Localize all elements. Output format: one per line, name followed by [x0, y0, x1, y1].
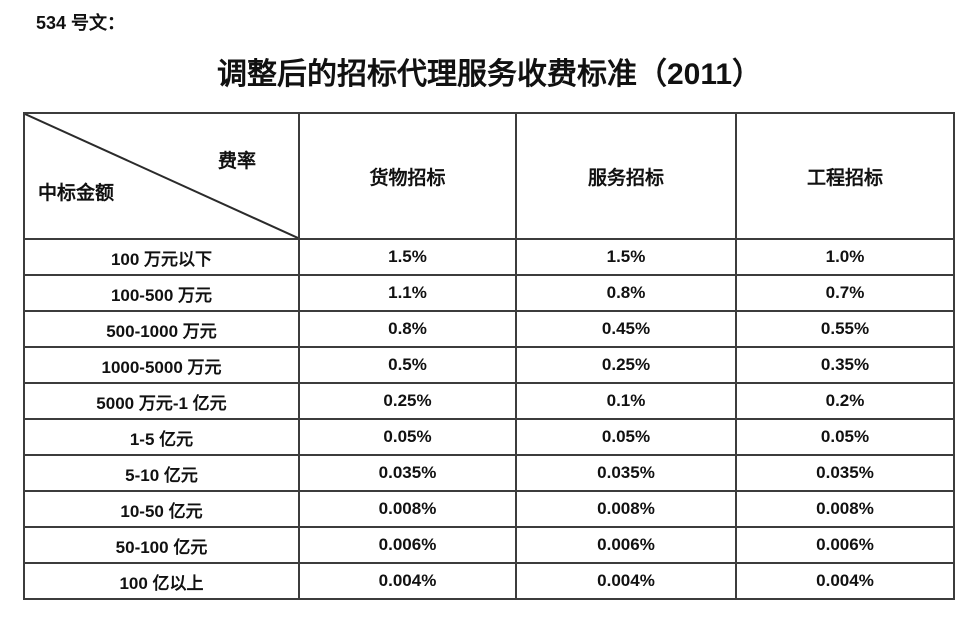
column-header-works: 工程招标: [735, 112, 955, 240]
rate-cell: 0.006%: [735, 526, 955, 564]
rate-cell: 0.035%: [298, 454, 517, 492]
table-row: 100 万元以下 1.5% 1.5% 1.0%: [23, 238, 955, 276]
table-row: 1-5 亿元 0.05% 0.05% 0.05%: [23, 418, 955, 456]
rate-cell: 0.008%: [515, 490, 737, 528]
amount-range-cell: 5000 万元-1 亿元: [23, 382, 300, 420]
rate-cell: 0.006%: [298, 526, 517, 564]
corner-label-amount: 中标金额: [38, 183, 115, 204]
table-row: 100 亿以上 0.004% 0.004% 0.004%: [23, 562, 955, 600]
rate-cell: 0.25%: [298, 382, 517, 420]
fee-table: 费率 中标金额 货物招标 服务招标 工程招标 100 万元以下 1.5% 1.5…: [23, 112, 955, 600]
table-row: 5000 万元-1 亿元 0.25% 0.1% 0.2%: [23, 382, 955, 420]
table-row: 5-10 亿元 0.035% 0.035% 0.035%: [23, 454, 955, 492]
amount-range-cell: 50-100 亿元: [23, 526, 300, 564]
corner-label-rate: 费率: [217, 151, 256, 172]
rate-cell: 1.5%: [298, 238, 517, 276]
rate-cell: 0.45%: [515, 310, 737, 348]
table-row: 10-50 亿元 0.008% 0.008% 0.008%: [23, 490, 955, 528]
rate-cell: 0.5%: [298, 346, 517, 384]
rate-cell: 0.004%: [735, 562, 955, 600]
rate-cell: 0.8%: [515, 274, 737, 312]
rate-cell: 1.0%: [735, 238, 955, 276]
table-row: 1000-5000 万元 0.5% 0.25% 0.35%: [23, 346, 955, 384]
column-header-service: 服务招标: [515, 112, 737, 240]
diagonal-divider-line: [25, 114, 298, 238]
rate-cell: 0.2%: [735, 382, 955, 420]
amount-range-cell: 10-50 亿元: [23, 490, 300, 528]
rate-cell: 0.55%: [735, 310, 955, 348]
rate-cell: 0.8%: [298, 310, 517, 348]
rate-cell: 0.35%: [735, 346, 955, 384]
rate-cell: 0.25%: [515, 346, 737, 384]
amount-range-cell: 100-500 万元: [23, 274, 300, 312]
table-row: 100-500 万元 1.1% 0.8% 0.7%: [23, 274, 955, 312]
rate-cell: 0.008%: [735, 490, 955, 528]
rate-cell: 0.05%: [515, 418, 737, 456]
amount-range-cell: 1-5 亿元: [23, 418, 300, 456]
table-row: 500-1000 万元 0.8% 0.45% 0.55%: [23, 310, 955, 348]
rate-cell: 0.035%: [735, 454, 955, 492]
rate-cell: 0.05%: [298, 418, 517, 456]
rate-cell: 1.1%: [298, 274, 517, 312]
amount-range-cell: 100 亿以上: [23, 562, 300, 600]
diagonal-header-cell: 费率 中标金额: [23, 112, 300, 240]
table-header-row: 费率 中标金额 货物招标 服务招标 工程招标: [23, 112, 955, 240]
rate-cell: 0.004%: [298, 562, 517, 600]
rate-cell: 0.05%: [735, 418, 955, 456]
doc-number-label: 534 号文：: [36, 13, 126, 33]
column-header-goods: 货物招标: [298, 112, 517, 240]
rate-cell: 1.5%: [515, 238, 737, 276]
amount-range-cell: 5-10 亿元: [23, 454, 300, 492]
table-row: 50-100 亿元 0.006% 0.006% 0.006%: [23, 526, 955, 564]
rate-cell: 0.7%: [735, 274, 955, 312]
rate-cell: 0.008%: [298, 490, 517, 528]
rate-cell: 0.035%: [515, 454, 737, 492]
amount-range-cell: 1000-5000 万元: [23, 346, 300, 384]
rate-cell: 0.1%: [515, 382, 737, 420]
amount-range-cell: 100 万元以下: [23, 238, 300, 276]
rate-cell: 0.006%: [515, 526, 737, 564]
rate-cell: 0.004%: [515, 562, 737, 600]
page-title: 调整后的招标代理服务收费标准（2011）: [216, 58, 763, 91]
amount-range-cell: 500-1000 万元: [23, 310, 300, 348]
